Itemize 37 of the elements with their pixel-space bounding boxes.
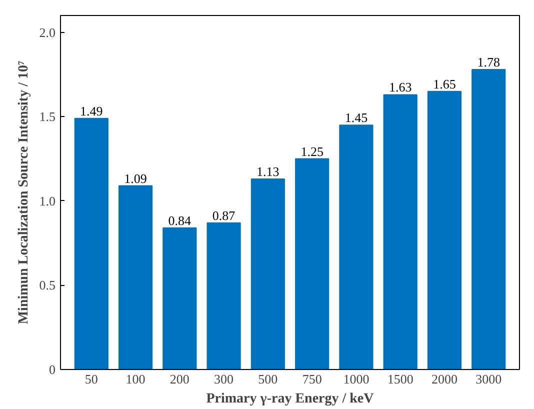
bar (250, 178, 285, 370)
x-tick-label: 50 (84, 372, 98, 386)
data-label: 1.25 (300, 144, 324, 159)
bar (339, 124, 374, 370)
data-label: 1.49 (80, 103, 103, 118)
x-tick-label: 2000 (431, 372, 458, 386)
data-label: 1.78 (477, 54, 500, 70)
x-tick-label: 200 (170, 372, 190, 386)
y-tick-label: 0 (49, 362, 56, 377)
data-label: 1.65 (433, 76, 456, 92)
bar (118, 185, 153, 370)
bar (206, 222, 241, 370)
data-label: 1.63 (388, 80, 412, 95)
x-axis-title: Primary γ-ray Energy / keV (206, 392, 374, 406)
data-label: 1.09 (124, 170, 147, 186)
x-tick-label: 100 (126, 372, 146, 386)
bar (383, 94, 418, 370)
data-label: 1.13 (256, 164, 280, 180)
y-tick-label: 1.0 (39, 193, 56, 208)
y-tick-label: 1.5 (39, 109, 56, 124)
bar (74, 118, 108, 370)
bar (472, 68, 506, 370)
bar (427, 90, 462, 370)
x-tick-label: 750 (302, 372, 322, 386)
data-label: 0.87 (212, 208, 236, 223)
data-label: 0.84 (168, 212, 192, 228)
y-axis-title: Minimun Localization Source Intensity / 10⁷ (16, 60, 32, 324)
x-tick-label: 1000 (343, 372, 370, 386)
data-label: 1.45 (344, 110, 368, 126)
x-tick-label: 300 (214, 372, 234, 386)
x-tick-label: 500 (258, 372, 278, 386)
bar (162, 227, 197, 370)
y-tick-label: 2.0 (39, 24, 56, 40)
y-tick-label: 0.5 (39, 278, 56, 293)
bar (295, 158, 330, 370)
x-tick-label: 3000 (476, 372, 502, 386)
x-tick-label: 1500 (387, 372, 414, 386)
